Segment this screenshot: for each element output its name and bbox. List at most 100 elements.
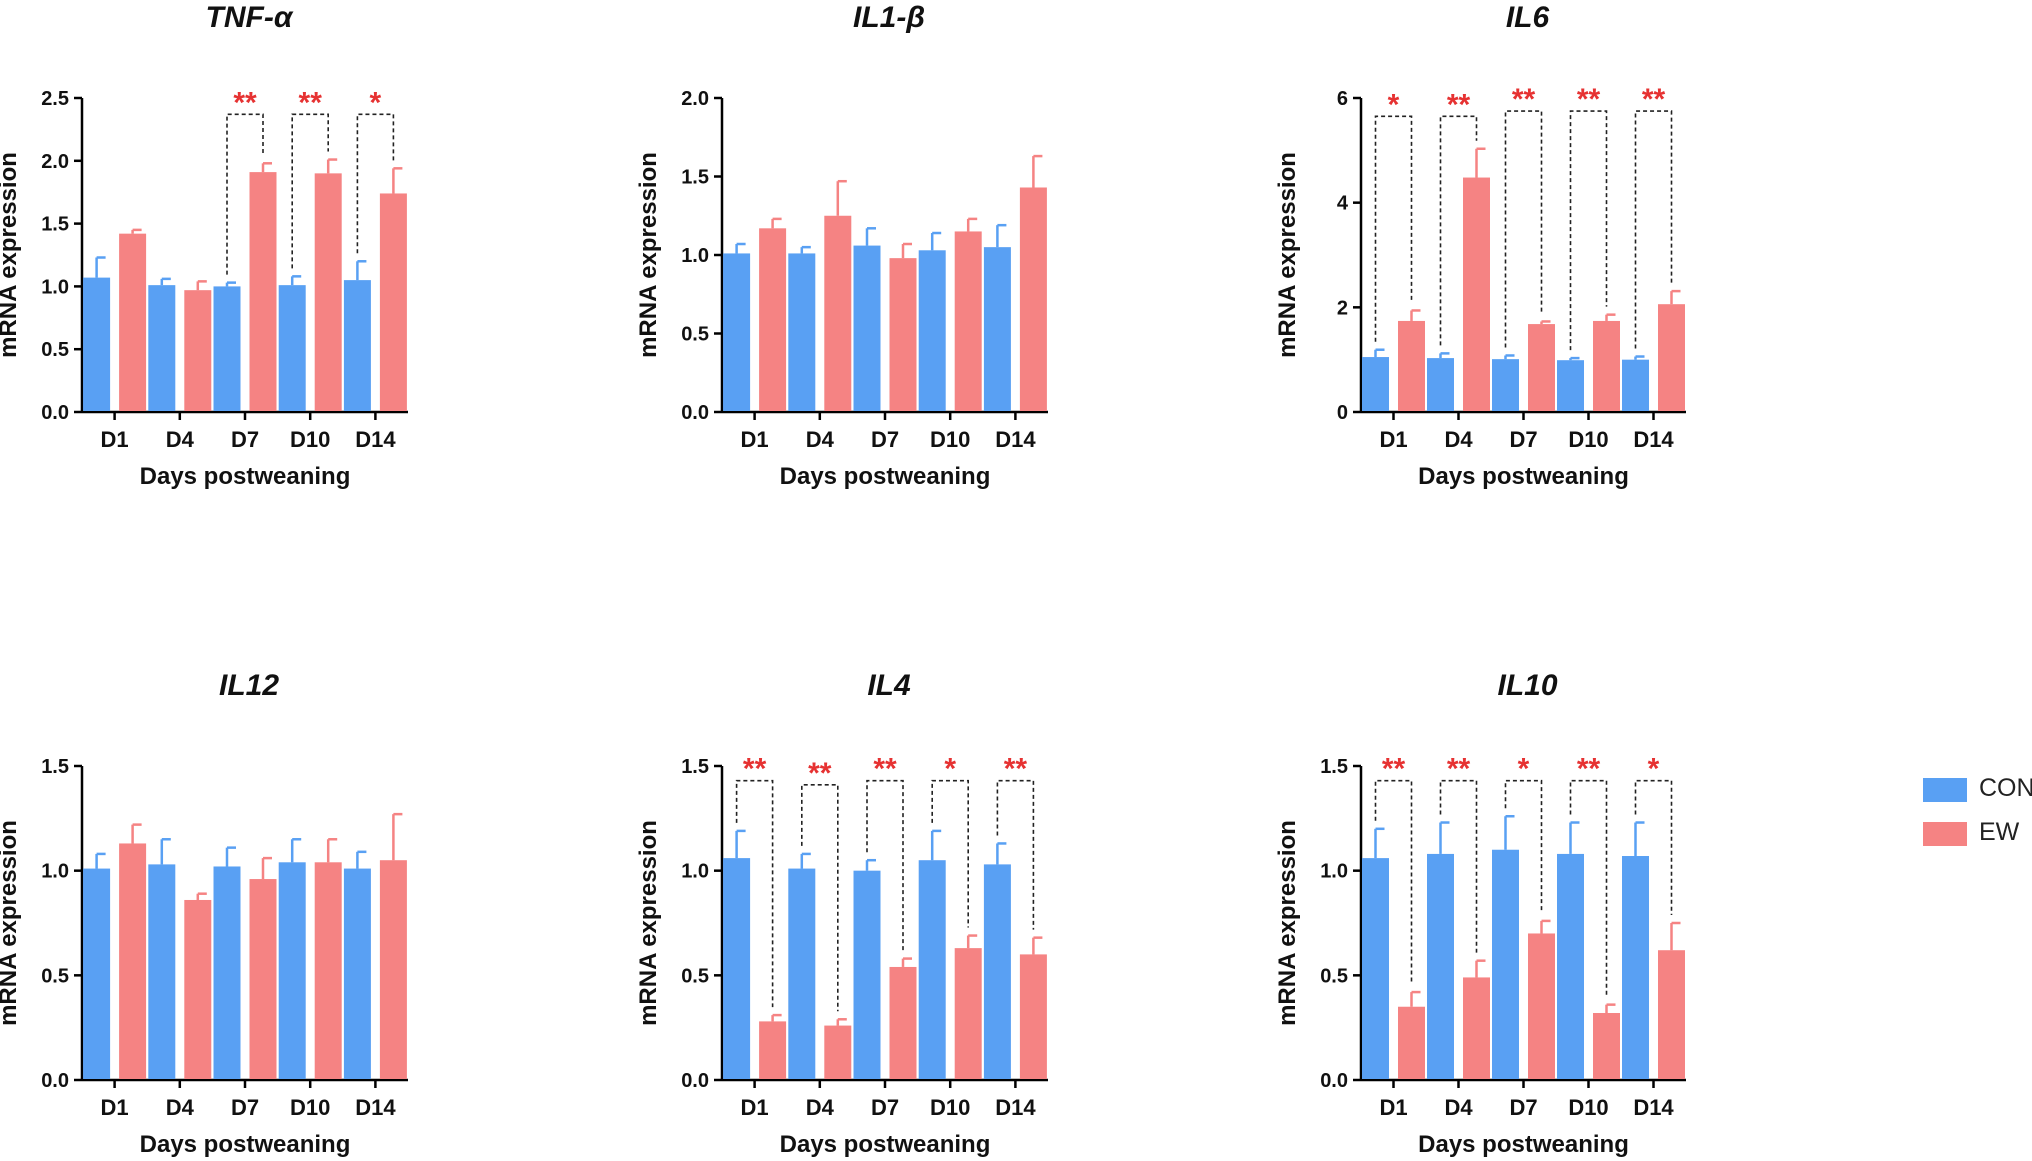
legend: CON EW <box>1923 770 2032 858</box>
y-axis-label: mRNA expression <box>635 152 662 358</box>
x-tick-label: D1 <box>1379 427 1407 452</box>
y-tick-label: 6 <box>1337 88 1348 110</box>
y-tick-label: 0.0 <box>41 402 69 424</box>
legend-item-ew: EW <box>1923 814 2028 858</box>
x-tick-label: D1 <box>741 427 769 452</box>
x-axis-label: Days postweaning <box>140 463 351 490</box>
significance-bracket <box>1634 110 1673 349</box>
bar-con <box>148 864 176 1079</box>
x-axis-label: Days postweaning <box>780 463 991 490</box>
bar-con <box>278 285 306 411</box>
chart-title: IL1-β <box>853 1 925 34</box>
bar-con <box>1557 360 1584 411</box>
y-axis-label: mRNA expression <box>1274 152 1301 358</box>
chart-title: IL4 <box>867 669 911 702</box>
x-tick-label: D14 <box>355 1095 396 1120</box>
y-tick-label: 1.5 <box>41 214 69 236</box>
bar-con <box>278 862 306 1079</box>
bar-con <box>343 280 371 411</box>
x-tick-label: D7 <box>1509 427 1537 452</box>
x-axis-label: Days postweaning <box>780 1131 991 1158</box>
x-tick-label: D10 <box>930 1095 970 1120</box>
x-tick-label: D7 <box>231 427 259 452</box>
y-tick-label: 1.5 <box>41 756 69 778</box>
bar-con <box>1557 853 1584 1079</box>
y-tick-label: 0.0 <box>1320 1070 1348 1092</box>
x-tick-label: D4 <box>166 427 195 452</box>
bar-ew <box>759 1021 787 1079</box>
significance-marker: ** <box>1577 753 1601 786</box>
y-tick-label: 0.5 <box>681 965 709 987</box>
significance-bracket <box>291 113 329 269</box>
bar-ew <box>1019 954 1047 1079</box>
legend-item-con: CON <box>1923 770 2032 814</box>
significance-bracket <box>1374 115 1413 342</box>
x-tick-label: D1 <box>101 427 129 452</box>
significance-bracket <box>1374 779 1413 985</box>
bar-ew <box>954 231 982 411</box>
bar-con <box>1622 359 1649 411</box>
y-tick-label: 1.0 <box>41 276 69 298</box>
bar-con <box>213 866 241 1079</box>
significance-marker: ** <box>743 753 767 786</box>
bar-con <box>1362 858 1389 1079</box>
significance-marker: ** <box>1577 83 1601 116</box>
x-tick-label: D1 <box>1379 1095 1407 1120</box>
bar-con <box>83 277 111 411</box>
y-tick-label: 0.0 <box>681 1070 709 1092</box>
significance-marker: ** <box>808 757 832 790</box>
bar-ew <box>1463 977 1490 1079</box>
significance-marker: ** <box>1447 753 1471 786</box>
significance-marker: * <box>1388 88 1400 121</box>
significance-marker: * <box>944 753 956 786</box>
x-tick-label: D14 <box>355 427 396 452</box>
y-tick-label: 4 <box>1337 193 1349 215</box>
significance-bracket <box>226 113 264 275</box>
significance-marker: ** <box>1447 88 1471 121</box>
chart-panel: IL1-β mRNA expression 0.0 0.5 1.0 1.5 2.0 Days … <box>635 1 1048 490</box>
y-tick-label: 2 <box>1337 297 1348 319</box>
x-tick-label: D4 <box>806 1095 835 1120</box>
bar-ew <box>249 879 277 1079</box>
x-tick-label: D14 <box>1633 427 1674 452</box>
x-axis-label: Days postweaning <box>1418 1131 1629 1158</box>
bar-con <box>83 868 111 1079</box>
x-tick-label: D4 <box>806 427 835 452</box>
x-tick-label: D7 <box>871 1095 899 1120</box>
x-tick-label: D1 <box>741 1095 769 1120</box>
y-tick-label: 0.0 <box>681 402 709 424</box>
bar-ew <box>1658 304 1685 411</box>
significance-marker: * <box>1648 753 1660 786</box>
significance-bracket <box>1504 110 1543 348</box>
significance-marker: ** <box>1642 83 1666 116</box>
bar-ew <box>759 228 787 411</box>
y-tick-label: 0.5 <box>1320 965 1348 987</box>
bar-ew <box>954 948 982 1079</box>
legend-swatch-con <box>1923 778 1967 802</box>
y-tick-label: 1.5 <box>681 756 709 778</box>
significance-marker: ** <box>233 86 257 119</box>
y-tick-label: 1.5 <box>681 167 709 189</box>
bar-ew <box>824 215 852 411</box>
bar-ew <box>1593 320 1620 411</box>
bar-ew <box>249 172 277 411</box>
y-axis-label: mRNA expression <box>1274 820 1301 1026</box>
chart-panel: IL10 mRNA expression 0.0 0.5 1.0 1.5 Days post… <box>1274 669 1686 1158</box>
significance-marker: ** <box>873 753 897 786</box>
bar-con <box>1427 358 1454 411</box>
bar-ew <box>1019 187 1047 411</box>
y-tick-label: 0 <box>1337 402 1348 424</box>
chart-title: IL10 <box>1497 669 1557 702</box>
significance-bracket <box>735 779 774 1008</box>
x-tick-label: D4 <box>1444 1095 1473 1120</box>
significance-marker: * <box>370 86 382 119</box>
bar-con <box>723 253 751 411</box>
y-tick-label: 1.0 <box>41 861 69 883</box>
x-tick-label: D10 <box>1568 1095 1608 1120</box>
significance-bracket <box>1569 779 1608 997</box>
bar-con <box>1427 853 1454 1079</box>
bar-con <box>788 253 816 411</box>
x-tick-label: D10 <box>290 1095 330 1120</box>
bar-con <box>788 868 816 1079</box>
bar-con <box>1492 359 1519 411</box>
